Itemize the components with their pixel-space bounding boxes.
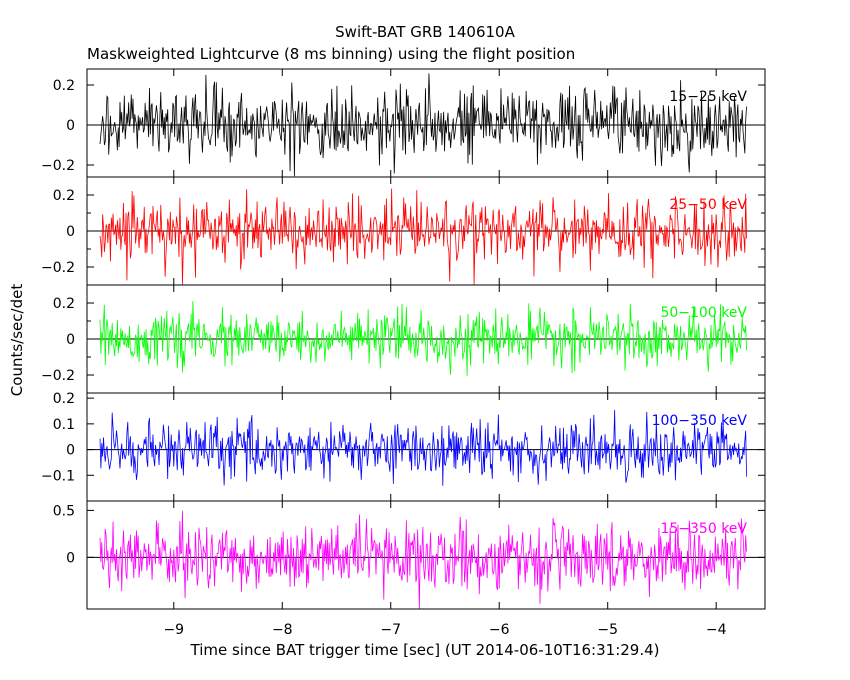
y-tick-label: 0	[66, 332, 75, 348]
chart-subtitle: Maskweighted Lightcurve (8 ms binning) u…	[87, 45, 575, 63]
x-tick-label: −8	[272, 622, 293, 638]
panel-15-25-kev: −0.2 0 0.2 15−25 keV	[41, 68, 766, 178]
series-line-100-350-kev	[99, 409, 747, 486]
x-tick-label: −4	[706, 622, 727, 638]
y-tick-label: −0.1	[41, 468, 75, 484]
series-line-15-25-kev	[99, 73, 747, 177]
panels-group: −0.200.215−25 keV−0.200.225−50 keV−0.200…	[41, 68, 766, 610]
panel-frame	[86, 392, 766, 502]
series-line-50-100-kev	[99, 300, 747, 376]
energy-band-label: 100−350 keV	[652, 413, 748, 429]
y-tick-label: 0.1	[53, 417, 75, 433]
y-axis-label: Counts/sec/det	[8, 284, 26, 397]
panel-frame	[86, 500, 766, 610]
y-tick-label: 0	[66, 224, 75, 240]
energy-band-label: 50−100 keV	[660, 305, 747, 321]
panel-25-50-kev: −0.2 0 0.2 25−50 keV	[41, 176, 766, 286]
y-tick-label: 0.5	[53, 503, 75, 519]
y-tick-label: 0	[66, 443, 75, 459]
y-tick-label: −0.2	[41, 158, 75, 174]
panel-50-100-kev: −0.2 0 0.2 50−100 keV	[41, 284, 766, 394]
panel-15-350-kev: 0 0.5 15−350 keV	[53, 500, 766, 610]
y-tick-label: 0.2	[53, 188, 75, 204]
chart-title: Swift-BAT GRB 140610A	[335, 23, 515, 41]
y-tick-label: −0.2	[41, 368, 75, 384]
x-axis-ticks: −9 −8 −7 −6 −5 −4	[163, 622, 726, 638]
y-tick-label: 0.2	[53, 78, 75, 94]
series-line-25-50-kev	[99, 188, 747, 286]
panel-100-350-kev: −0.1 0 0.1 0.2 100−350 keV	[41, 391, 766, 502]
y-tick-label: 0	[66, 550, 75, 566]
x-tick-label: −6	[489, 622, 510, 638]
y-tick-label: 0.2	[53, 391, 75, 407]
x-tick-label: −7	[380, 622, 401, 638]
series-line-15-350-kev	[99, 510, 747, 610]
energy-band-label: 15−25 keV	[669, 89, 747, 105]
energy-band-label: 25−50 keV	[669, 197, 747, 213]
x-tick-label: −9	[163, 622, 184, 638]
y-tick-label: 0.2	[53, 296, 75, 312]
y-tick-label: −0.2	[41, 260, 75, 276]
x-tick-label: −5	[597, 622, 618, 638]
x-axis-label: Time since BAT trigger time [sec] (UT 20…	[190, 641, 660, 659]
energy-band-label: 15−350 keV	[660, 521, 747, 537]
y-tick-label: 0	[66, 118, 75, 134]
